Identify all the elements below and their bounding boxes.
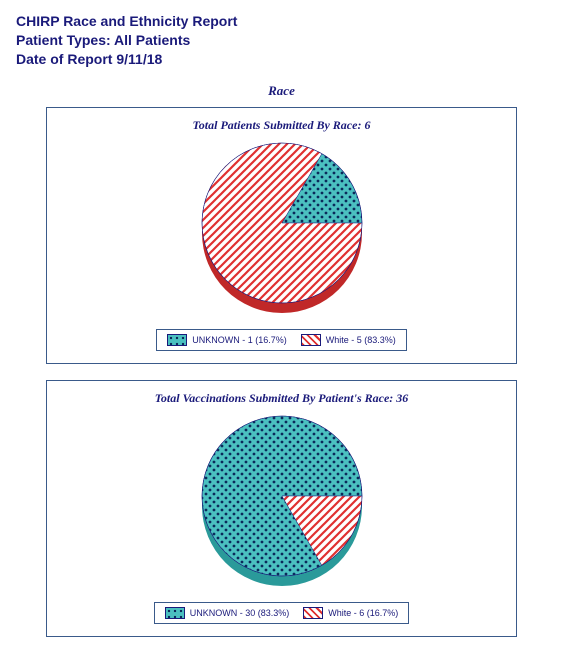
legend-item: UNKNOWN - 30 (83.3%) bbox=[165, 607, 290, 619]
legend-label: White - 6 (16.7%) bbox=[328, 608, 398, 618]
report-header: CHIRP Race and Ethnicity Report Patient … bbox=[16, 12, 547, 69]
legend-label: White - 5 (83.3%) bbox=[326, 335, 396, 345]
chart-title-1: Total Patients Submitted By Race: 6 bbox=[57, 118, 506, 133]
pie-chart-2 bbox=[57, 412, 506, 592]
legend-item: White - 6 (16.7%) bbox=[303, 607, 398, 619]
swatch-icon bbox=[165, 607, 185, 619]
legend-label: UNKNOWN - 1 (16.7%) bbox=[192, 335, 287, 345]
header-line-3: Date of Report 9/11/18 bbox=[16, 50, 547, 69]
swatch-icon bbox=[167, 334, 187, 346]
chart-box-patients-by-race: Total Patients Submitted By Race: 6 UNKN… bbox=[46, 107, 517, 364]
legend-1: UNKNOWN - 1 (16.7%) White - 5 (83.3%) bbox=[156, 329, 407, 351]
pie-chart-1 bbox=[57, 139, 506, 319]
header-line-2: Patient Types: All Patients bbox=[16, 31, 547, 50]
legend-label: UNKNOWN - 30 (83.3%) bbox=[190, 608, 290, 618]
legend-2: UNKNOWN - 30 (83.3%) White - 6 (16.7%) bbox=[154, 602, 410, 624]
legend-item: UNKNOWN - 1 (16.7%) bbox=[167, 334, 287, 346]
legend-item: White - 5 (83.3%) bbox=[301, 334, 396, 346]
section-title-race: Race bbox=[16, 83, 547, 99]
header-line-1: CHIRP Race and Ethnicity Report bbox=[16, 12, 547, 31]
pie-svg-2 bbox=[172, 412, 392, 592]
chart-box-vaccinations-by-race: Total Vaccinations Submitted By Patient'… bbox=[46, 380, 517, 637]
pie-svg-1 bbox=[172, 139, 392, 319]
swatch-icon bbox=[303, 607, 323, 619]
chart-title-2: Total Vaccinations Submitted By Patient'… bbox=[57, 391, 506, 406]
swatch-icon bbox=[301, 334, 321, 346]
